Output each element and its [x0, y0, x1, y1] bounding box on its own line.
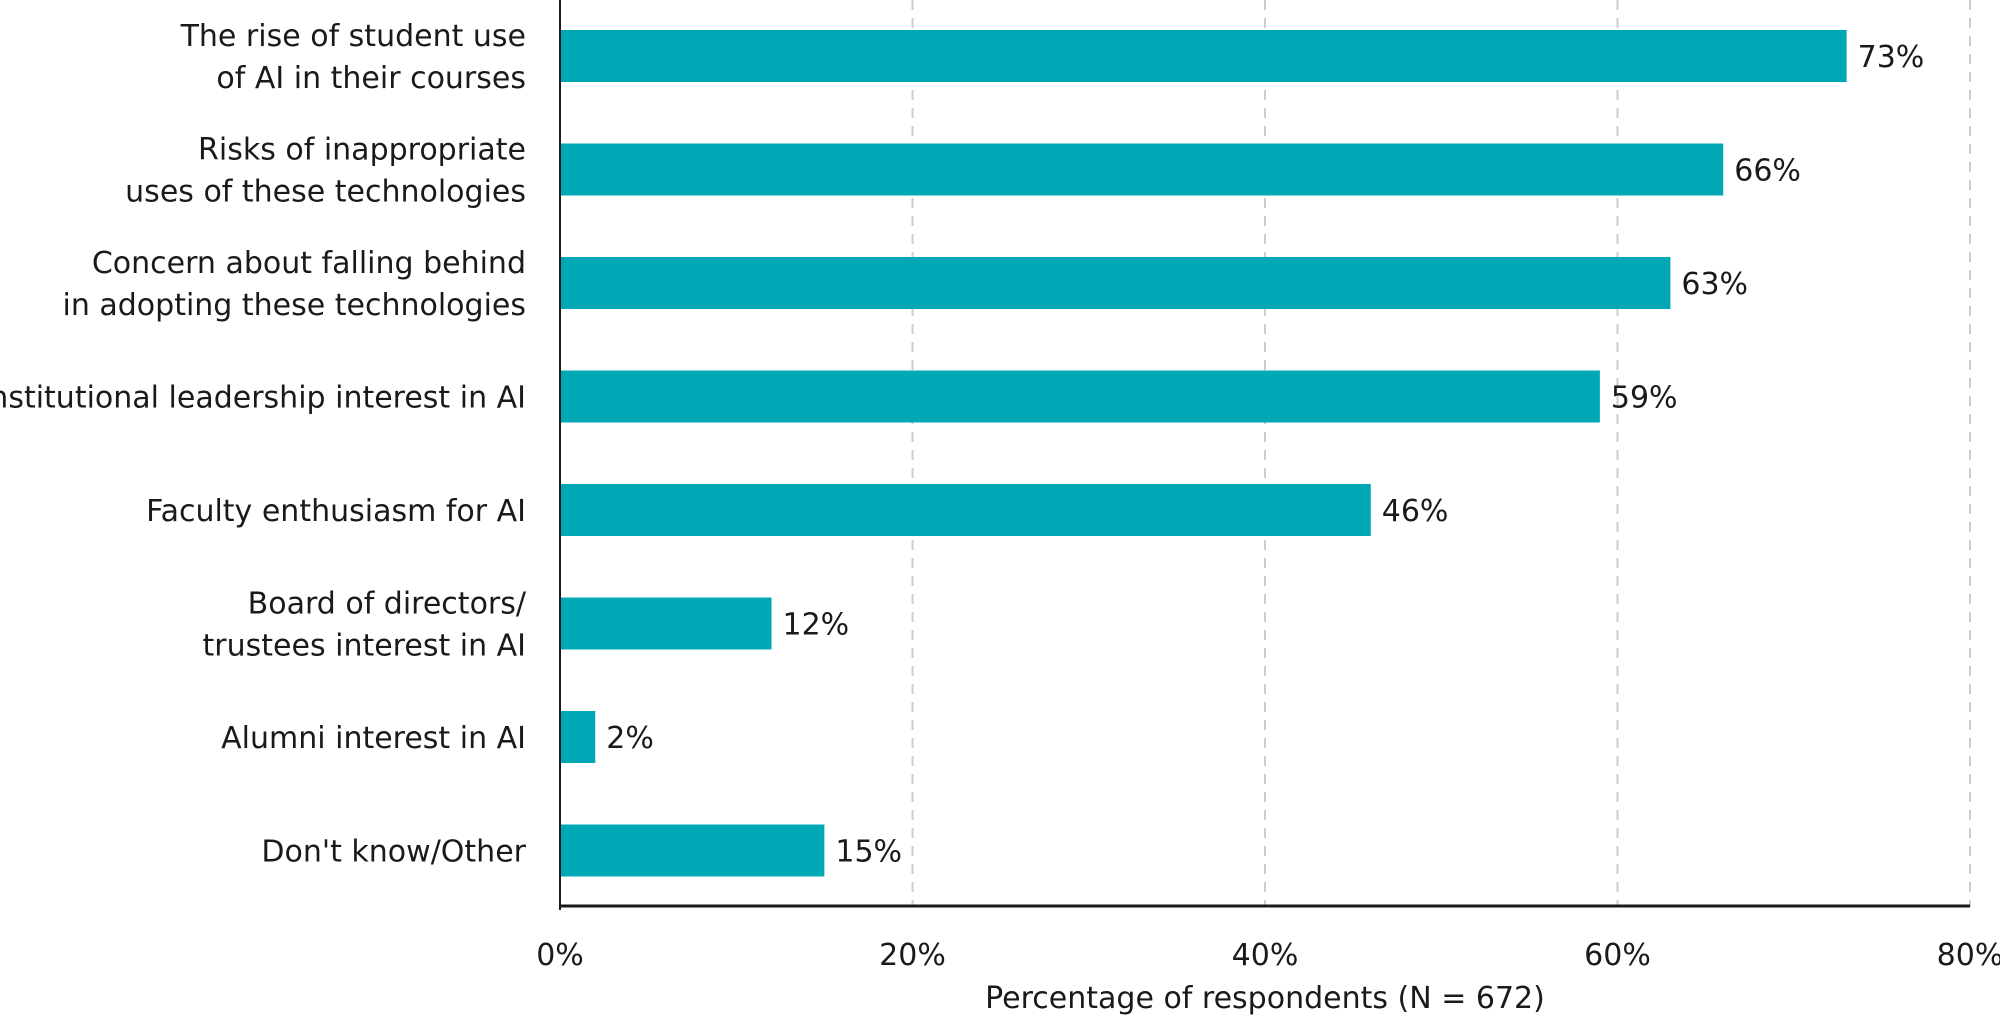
bar-value-label: 63% [1681, 267, 1748, 302]
category-label: Concern about falling behind [92, 246, 526, 281]
bar [560, 370, 1600, 423]
bar [560, 30, 1847, 82]
category-label: in adopting these technologies [62, 288, 526, 323]
x-tick-label: 20% [879, 938, 946, 973]
category-label: Don't know/Other [261, 835, 526, 870]
bar [560, 597, 772, 650]
bar [560, 711, 596, 763]
category-label: Risks of inappropriate [198, 133, 526, 168]
x-tick-label: 40% [1232, 938, 1299, 973]
bar [560, 143, 1724, 196]
bar [560, 484, 1371, 536]
category-label: The rise of student use [180, 19, 526, 54]
x-tick-label: 0% [536, 938, 584, 973]
bar-value-label: 12% [783, 608, 850, 643]
category-label: Alumni interest in AI [221, 721, 526, 756]
bar-value-label: 73% [1858, 40, 1925, 75]
bar [560, 824, 825, 877]
x-tick-label: 80% [1937, 938, 2000, 973]
category-label: of AI in their courses [216, 61, 526, 96]
bar-value-label: 15% [835, 835, 902, 870]
x-tick-label: 60% [1584, 938, 1651, 973]
category-label: Board of directors/ [248, 587, 527, 622]
bar-value-label: 46% [1382, 494, 1449, 529]
bar-value-label: 66% [1734, 154, 1801, 189]
bar-value-label: 59% [1611, 381, 1678, 416]
bars [560, 30, 1847, 877]
category-label: Institutional leadership interest in AI [0, 381, 526, 416]
bar-value-label: 2% [606, 721, 654, 756]
category-label: Faculty enthusiasm for AI [146, 494, 526, 529]
grid-lines [911, 0, 1971, 906]
x-axis-title: Percentage of respondents (N = 672) [985, 981, 1545, 1016]
bar [560, 257, 1671, 309]
labels: 0% 20% 40% 60% 80% 73% The rise of student use… [0, 19, 2000, 973]
category-label: uses of these technologies [125, 175, 526, 210]
category-label: trustees interest in AI [203, 629, 526, 664]
axes [559, 0, 1970, 910]
